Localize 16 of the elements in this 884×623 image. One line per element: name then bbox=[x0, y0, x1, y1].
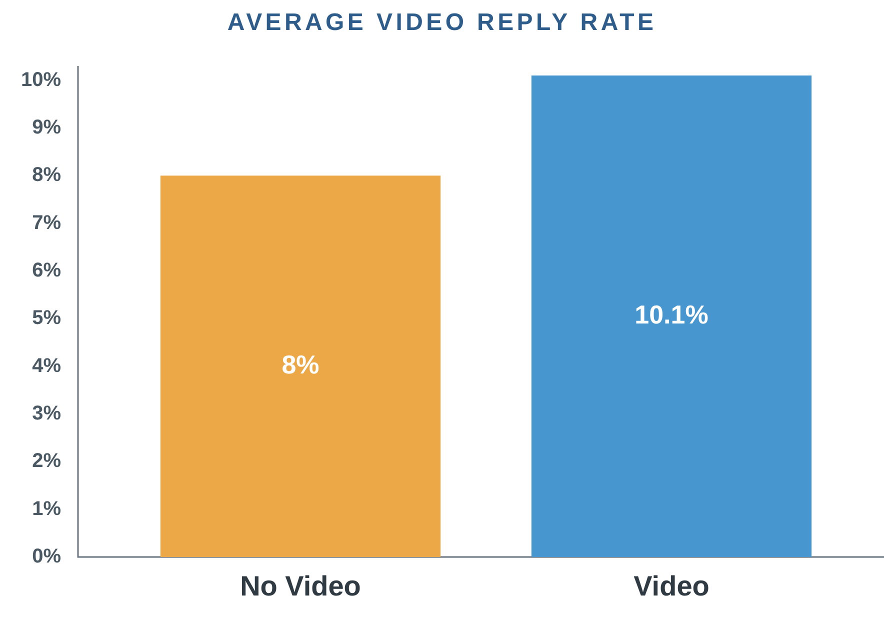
y-tick-label: 6% bbox=[32, 259, 62, 282]
y-tick-label: 8% bbox=[32, 164, 62, 186]
data-label: 10.1% bbox=[634, 299, 708, 330]
y-tick-label: 9% bbox=[32, 116, 62, 138]
y-tick-label: 1% bbox=[32, 498, 62, 520]
chart-title: AVERAGE VIDEO REPLY RATE bbox=[226, 9, 658, 37]
x-tick-label: Video bbox=[634, 570, 710, 602]
y-tick-label: 0% bbox=[32, 546, 62, 568]
y-tick-label: 10% bbox=[20, 68, 62, 91]
y-tick-label: 2% bbox=[32, 450, 62, 472]
y-tick-label: 4% bbox=[32, 354, 62, 377]
y-tick-label: 7% bbox=[32, 212, 62, 234]
data-label: 8% bbox=[282, 349, 320, 380]
y-tick-label: 3% bbox=[32, 402, 62, 425]
y-tick-label: 5% bbox=[32, 307, 62, 330]
x-tick-label: No Video bbox=[240, 570, 361, 602]
